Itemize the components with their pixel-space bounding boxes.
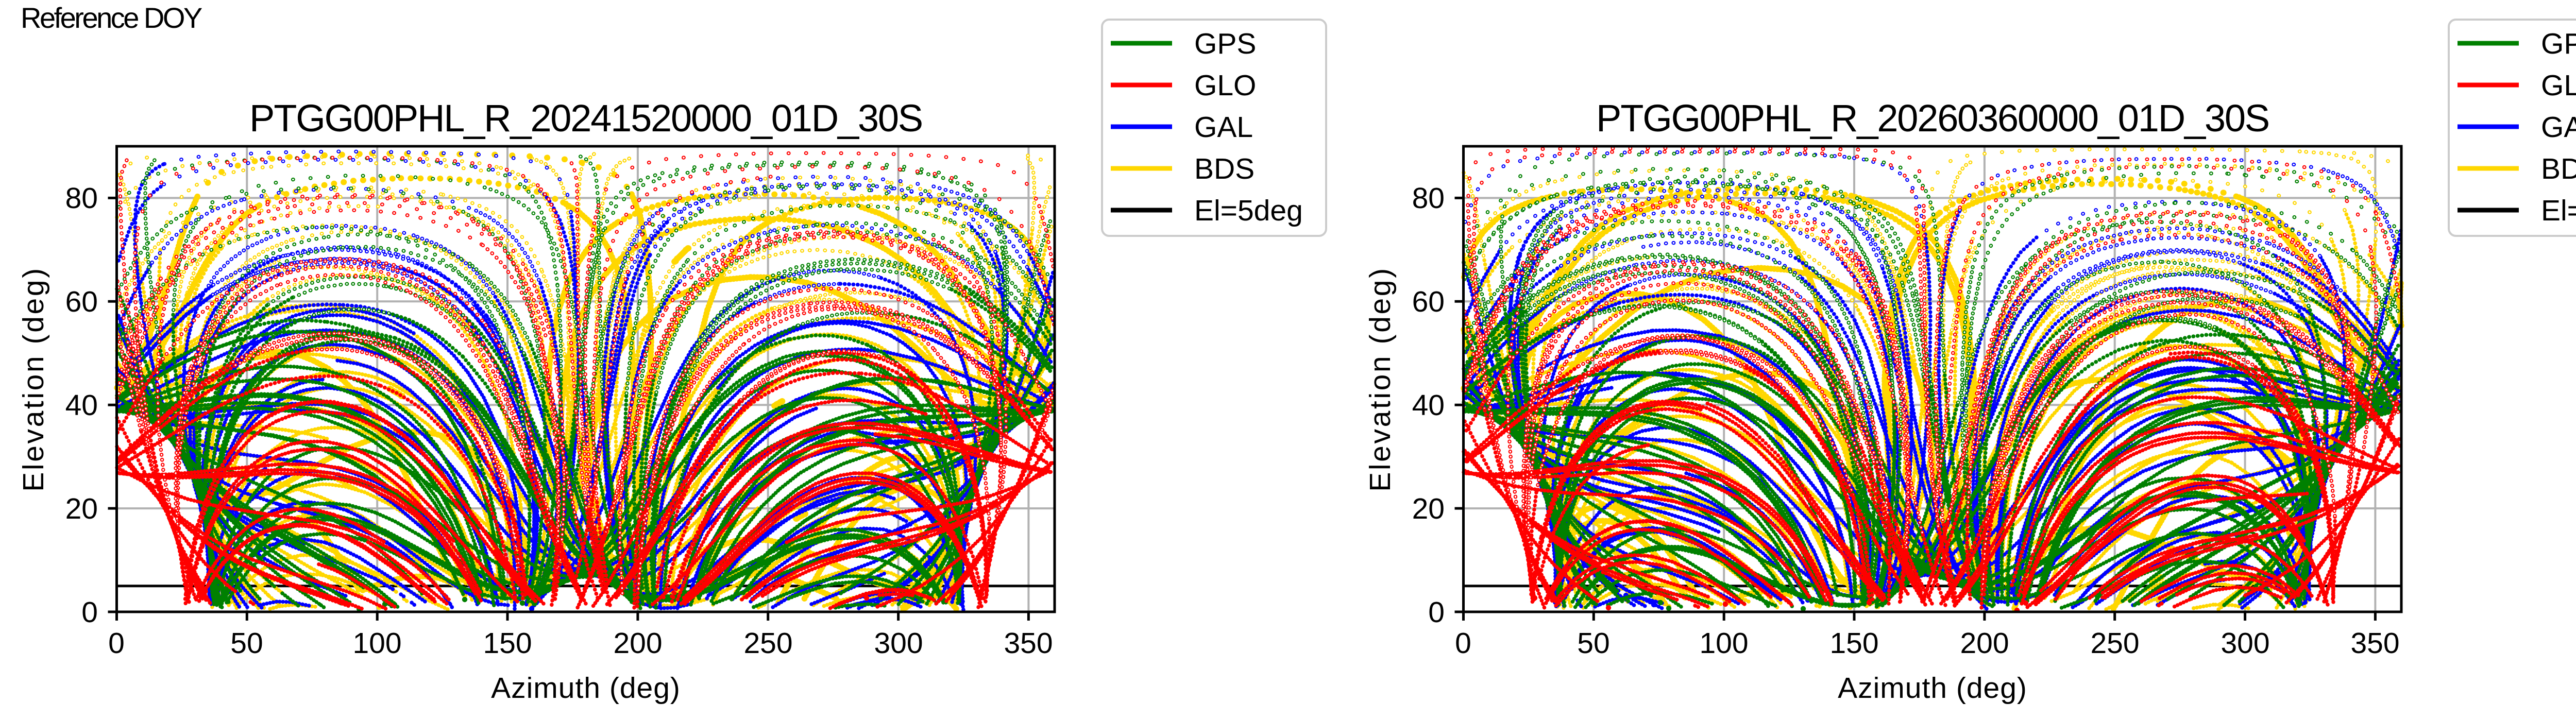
svg-text:300: 300: [2221, 627, 2269, 660]
svg-text:350: 350: [2350, 627, 2399, 660]
svg-text:Azimuth (deg): Azimuth (deg): [1838, 672, 2027, 705]
svg-text:PTGG00PHL_R_20260360000_01D_30: PTGG00PHL_R_20260360000_01D_30S: [1596, 97, 2269, 140]
svg-text:200: 200: [1960, 627, 2009, 660]
svg-text:Elevation (deg): Elevation (deg): [1364, 266, 1397, 491]
svg-text:300: 300: [874, 627, 923, 660]
svg-text:20: 20: [1412, 492, 1445, 525]
svg-text:Reference DOY: Reference DOY: [21, 2, 202, 34]
svg-text:0: 0: [81, 596, 98, 629]
svg-text:40: 40: [65, 389, 98, 422]
svg-text:PTGG00PHL_R_20241520000_01D_30: PTGG00PHL_R_20241520000_01D_30S: [249, 97, 922, 140]
svg-text:80: 80: [1412, 182, 1445, 215]
svg-text:50: 50: [1577, 627, 1609, 660]
svg-text:40: 40: [1412, 389, 1445, 422]
svg-text:Azimuth (deg): Azimuth (deg): [491, 672, 681, 705]
svg-text:60: 60: [1412, 285, 1445, 318]
svg-text:200: 200: [613, 627, 662, 660]
svg-text:20: 20: [65, 492, 98, 525]
svg-text:250: 250: [2090, 627, 2139, 660]
svg-text:250: 250: [743, 627, 792, 660]
svg-text:80: 80: [65, 182, 98, 215]
svg-text:0: 0: [108, 627, 125, 660]
svg-text:150: 150: [483, 627, 532, 660]
svg-text:GAL: GAL: [1194, 111, 1253, 144]
svg-text:100: 100: [1699, 627, 1748, 660]
svg-text:150: 150: [1829, 627, 1878, 660]
svg-text:100: 100: [352, 627, 401, 660]
svg-text:Elevation (deg): Elevation (deg): [17, 266, 50, 491]
svg-text:GLO: GLO: [1194, 69, 1256, 102]
svg-text:60: 60: [65, 285, 98, 318]
svg-text:GPS: GPS: [1194, 27, 1256, 60]
svg-text:0: 0: [1428, 596, 1445, 629]
svg-text:0: 0: [1455, 627, 1471, 660]
svg-text:GAL: GAL: [2541, 111, 2576, 144]
svg-text:BDS: BDS: [2541, 152, 2576, 185]
svg-text:GLO: GLO: [2541, 69, 2576, 102]
svg-text:BDS: BDS: [1194, 152, 1255, 185]
svg-text:GPS: GPS: [2541, 27, 2576, 60]
svg-text:El=5deg: El=5deg: [1194, 194, 1303, 227]
svg-text:50: 50: [230, 627, 263, 660]
svg-text:350: 350: [1004, 627, 1053, 660]
svg-text:El=5deg: El=5deg: [2541, 194, 2576, 227]
